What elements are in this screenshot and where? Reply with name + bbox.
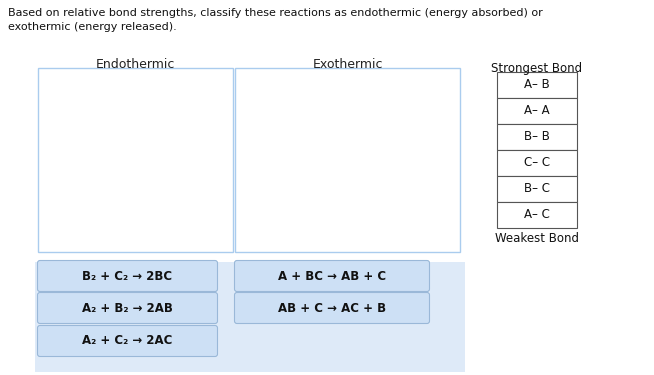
Text: Exothermic: Exothermic (312, 58, 383, 71)
Text: Strongest Bond: Strongest Bond (491, 62, 583, 75)
Text: A– B: A– B (524, 78, 550, 92)
Bar (497, 176, 577, 202)
FancyBboxPatch shape (235, 261, 430, 291)
Bar (497, 72, 577, 98)
Text: B₂ + C₂ → 2BC: B₂ + C₂ → 2BC (82, 270, 173, 282)
FancyBboxPatch shape (37, 261, 218, 291)
Bar (235, 68, 460, 252)
Text: Based on relative bond strengths, classify these reactions as endothermic (energ: Based on relative bond strengths, classi… (8, 8, 543, 32)
FancyBboxPatch shape (37, 326, 218, 357)
Bar (35, 262, 465, 372)
Bar (497, 150, 577, 176)
Text: B– C: B– C (524, 183, 550, 195)
Text: A₂ + B₂ → 2AB: A₂ + B₂ → 2AB (82, 302, 173, 315)
Text: C– C: C– C (524, 156, 550, 170)
Text: A– C: A– C (524, 209, 550, 222)
Bar (38, 68, 233, 252)
Bar (497, 98, 577, 124)
Text: Weakest Bond: Weakest Bond (495, 232, 579, 245)
Text: B– B: B– B (524, 130, 550, 144)
Bar (497, 202, 577, 228)
FancyBboxPatch shape (235, 292, 430, 324)
Text: Endothermic: Endothermic (96, 58, 175, 71)
Text: AB + C → AC + B: AB + C → AC + B (278, 302, 386, 315)
FancyBboxPatch shape (37, 292, 218, 324)
Text: A + BC → AB + C: A + BC → AB + C (278, 270, 386, 282)
Text: A₂ + C₂ → 2AC: A₂ + C₂ → 2AC (82, 334, 173, 348)
Bar (497, 124, 577, 150)
Text: A– A: A– A (525, 105, 550, 117)
